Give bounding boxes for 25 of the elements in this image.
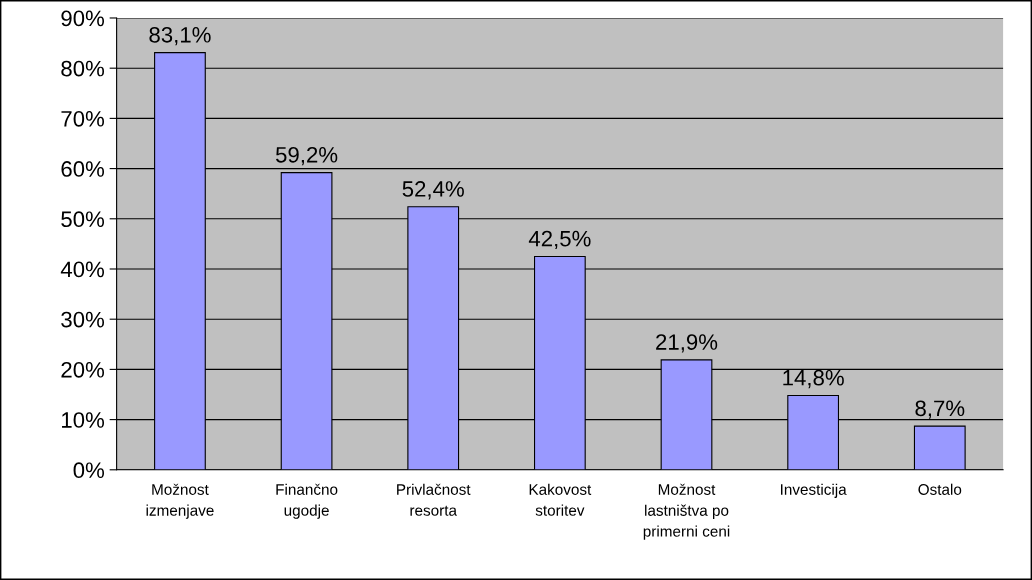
y-tick-label: 30%	[61, 311, 105, 328]
data-label: 21,9%	[656, 334, 718, 353]
x-tick-label: Finančno ugodje	[276, 483, 338, 519]
data-label: 59,2%	[275, 146, 338, 166]
data-label: 14,8%	[783, 369, 844, 389]
x-tick-label: Investicija	[781, 483, 847, 498]
y-tick-label: 60%	[61, 161, 105, 177]
y-tick-label: 80%	[61, 60, 105, 77]
data-label: 8,7%	[915, 400, 965, 419]
x-tick-label: Ostalo	[918, 483, 962, 495]
bar	[913, 425, 966, 470]
x-tick-label: Kakovost storitev	[529, 483, 592, 516]
data-label: 42,5%	[528, 230, 591, 250]
data-label: 83,1%	[149, 26, 211, 46]
y-tick-label: 20%	[61, 361, 105, 378]
x-tick-label: Možnost izmenjave	[146, 483, 214, 519]
y-tick-label: 90%	[61, 10, 105, 27]
y-tick-label: 70%	[61, 110, 105, 127]
y-tick-label: 0%	[73, 462, 105, 479]
x-tick-label: Možnost lastništva po primerni ceni	[643, 483, 730, 540]
y-tick-label: 50%	[61, 211, 105, 228]
y-tick-label: 40%	[60, 261, 105, 278]
data-label: 52,4%	[402, 181, 464, 200]
x-tick-label: Privlačnost resorta	[397, 483, 471, 516]
y-tick-label: 10%	[62, 412, 105, 428]
